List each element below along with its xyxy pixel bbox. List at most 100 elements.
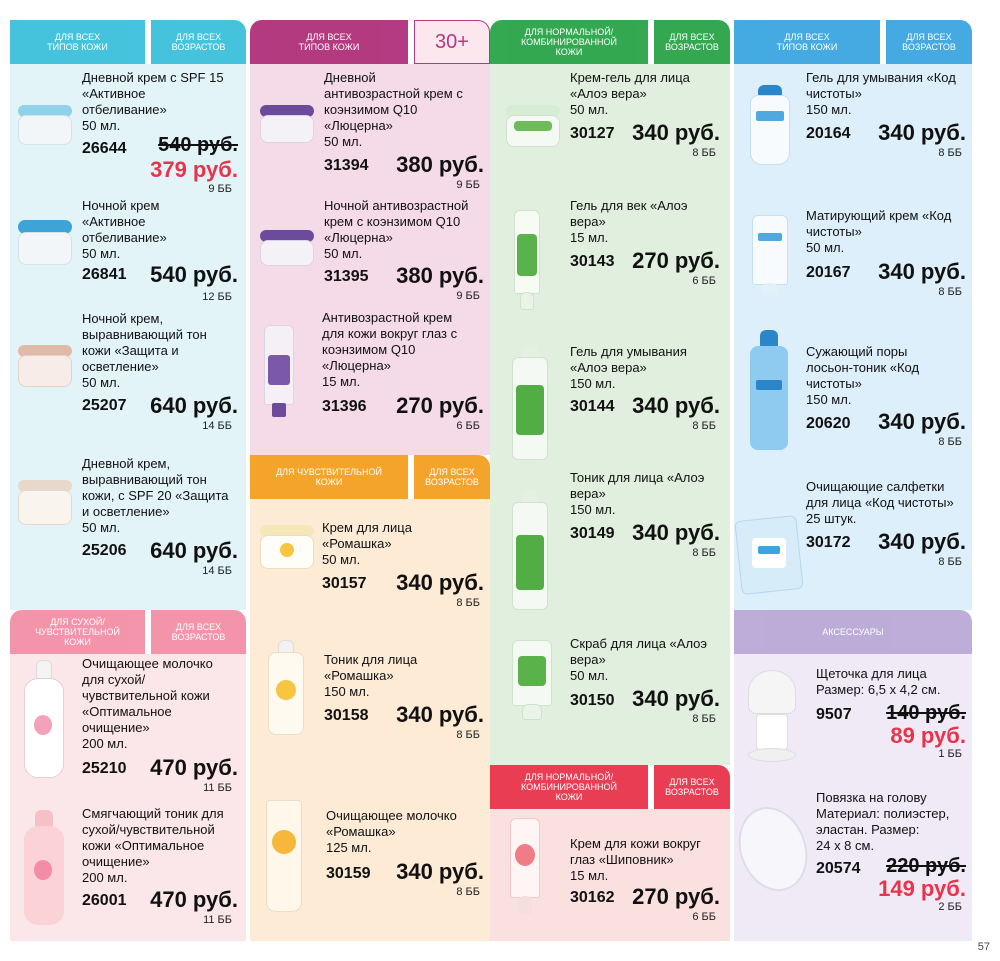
jar-image	[18, 480, 72, 525]
bottle-image	[268, 640, 304, 735]
product-name: Смягчающий тоник для сухой/чувствительно…	[82, 806, 224, 885]
product-price: 340 руб.	[878, 259, 966, 284]
sale-price: 89 руб.	[890, 723, 966, 748]
product-price: 340 руб.	[878, 120, 966, 145]
tube-image	[264, 325, 294, 417]
bonus-points: 8 ББ	[692, 713, 716, 725]
product-price: 340 руб.	[632, 686, 720, 711]
product-price: 340 руб.	[878, 409, 966, 434]
bottle-image	[512, 345, 548, 460]
bonus-points: 11 ББ	[203, 782, 232, 794]
product-price: 340 руб.	[396, 859, 484, 884]
product-price: 540 руб.	[150, 262, 238, 287]
product-code: 30159	[326, 865, 371, 882]
product-code: 26001	[82, 892, 127, 909]
bonus-points: 8 ББ	[456, 597, 480, 609]
product-code: 30127	[570, 125, 615, 142]
product-name: Ночной крем, выравнивающий тон кожи «Защ…	[82, 311, 207, 390]
product-name: Гель для умывания «Алоэ вера» 150 мл.	[570, 344, 687, 391]
product-code: 9507	[816, 706, 852, 723]
product-name: Очищающее молочко для сухой/ чувствитель…	[82, 656, 213, 751]
product-price: 340 руб.	[632, 520, 720, 545]
bottle-image	[22, 810, 66, 925]
bonus-points: 8 ББ	[938, 556, 962, 568]
tab-30-plus: 30+	[414, 20, 490, 64]
bottle-image	[22, 660, 66, 778]
tab-all-ages: ДЛЯ ВСЕХ ВОЗРАСТОВ	[151, 610, 246, 654]
product-code: 31395	[324, 268, 369, 285]
tab-all-skin-types: ДЛЯ ВСЕХ ТИПОВ КОЖИ	[10, 20, 145, 64]
wipes-image	[734, 510, 804, 596]
product-code: 30157	[322, 575, 367, 592]
product-code: 31394	[324, 157, 369, 174]
product-code: 30144	[570, 398, 615, 415]
sale-price: 149 руб.	[878, 876, 966, 901]
bonus-points: 9 ББ	[208, 183, 232, 195]
product-price: 470 руб.	[150, 887, 238, 912]
bonus-points: 6 ББ	[692, 911, 716, 923]
bonus-points: 8 ББ	[456, 886, 480, 898]
product-code: 20620	[806, 415, 851, 432]
tube-image	[510, 818, 540, 914]
page-number: 57	[977, 941, 990, 953]
bonus-points: 8 ББ	[692, 147, 716, 159]
product-price: 270 руб.	[632, 884, 720, 909]
product-code: 30150	[570, 692, 615, 709]
product-price: 340 руб.	[878, 529, 966, 554]
product-name: Гель для век «Алоэ вера» 15 мл.	[570, 198, 688, 245]
product-code: 25206	[82, 542, 127, 559]
product-price: 380 руб.	[396, 263, 484, 288]
jar-image	[260, 230, 314, 266]
bonus-points: 14 ББ	[202, 420, 232, 432]
jar-image	[18, 105, 72, 145]
tube-image	[514, 210, 540, 310]
product-code: 30158	[324, 707, 369, 724]
bonus-points: 8 ББ	[938, 436, 962, 448]
product-code: 30149	[570, 525, 615, 542]
product-name: Дневной крем с SPF 15 «Активное отбелива…	[82, 70, 224, 133]
old-price: 540 руб.	[158, 134, 238, 156]
product-name: Крем для кожи вокруг глаз «Шиповник» 15 …	[570, 836, 701, 883]
product-price: 340 руб.	[632, 120, 720, 145]
product-code: 20167	[806, 264, 851, 281]
bottle-image	[746, 330, 792, 450]
bonus-points: 12 ББ	[202, 291, 232, 303]
product-name: Ночной крем «Активное отбеливание» 50 мл…	[82, 198, 167, 261]
product-price: 270 руб.	[396, 393, 484, 418]
tab-all-ages: ДЛЯ ВСЕХ ВОЗРАСТОВ	[414, 455, 490, 499]
product-name: Тоник для лица «Ромашка» 150 мл.	[324, 652, 418, 699]
product-code: 25210	[82, 760, 127, 777]
tab-all-ages: ДЛЯ ВСЕХ ВОЗРАСТОВ	[151, 20, 246, 64]
product-code: 20164	[806, 125, 851, 142]
face-brush-image	[744, 670, 800, 765]
bonus-points: 1 ББ	[938, 748, 962, 760]
tube-image	[750, 85, 790, 165]
bonus-points: 8 ББ	[938, 147, 962, 159]
product-name: Скраб для лица «Алоэ вера» 50 мл.	[570, 636, 708, 683]
tab-all-ages: ДЛЯ ВСЕХ ВОЗРАСТОВ	[654, 20, 730, 64]
product-name: Дневной крем, выравнивающий тон кожи, с …	[82, 456, 229, 535]
tab-all-ages: ДЛЯ ВСЕХ ВОЗРАСТОВ	[654, 765, 730, 809]
bonus-points: 14 ББ	[202, 565, 232, 577]
product-name: Гель для умывания «Код чистоты» 150 мл.	[806, 70, 956, 117]
tab-all-ages: ДЛЯ ВСЕХ ВОЗРАСТОВ	[886, 20, 972, 64]
bottle-image	[266, 800, 302, 912]
product-name: Щеточка для лица Размер: 6,5 х 4,2 см.	[816, 666, 941, 697]
product-code: 20574	[816, 860, 861, 877]
bottle-image	[512, 490, 548, 610]
tab-dry-sensitive-skin: ДЛЯ СУХОЙ/ ЧУВСТВИТЕЛЬНОЙ КОЖИ	[10, 610, 145, 654]
bonus-points: 8 ББ	[938, 286, 962, 298]
product-name: Очищающие салфетки для лица «Код чистоты…	[806, 479, 954, 526]
product-code: 26644	[82, 140, 127, 157]
product-price: 470 руб.	[150, 755, 238, 780]
bonus-points: 8 ББ	[692, 547, 716, 559]
bonus-points: 9 ББ	[456, 179, 480, 191]
product-price: 340 руб.	[632, 393, 720, 418]
product-code: 30143	[570, 253, 615, 270]
jar-image	[260, 525, 314, 569]
bonus-points: 6 ББ	[692, 275, 716, 287]
jar-image	[18, 220, 72, 265]
old-price: 220 руб.	[886, 855, 966, 877]
tube-image	[512, 640, 552, 720]
old-price: 140 руб.	[886, 702, 966, 724]
